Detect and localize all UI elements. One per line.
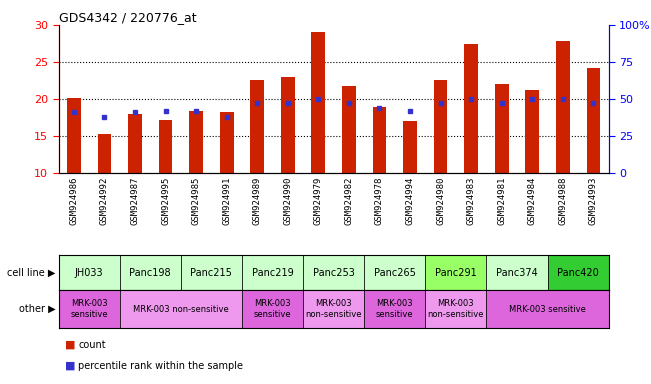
Text: GSM924990: GSM924990: [283, 177, 292, 225]
Text: GSM924988: GSM924988: [559, 177, 567, 225]
Text: cell line ▶: cell line ▶: [7, 268, 55, 278]
Text: GSM924987: GSM924987: [130, 177, 139, 225]
Text: MRK-003
sensitive: MRK-003 sensitive: [254, 300, 292, 319]
Text: MRK-003 sensitive: MRK-003 sensitive: [509, 305, 586, 314]
Bar: [159, 120, 173, 173]
Text: count: count: [78, 340, 105, 350]
Bar: [220, 112, 234, 173]
Text: GSM924989: GSM924989: [253, 177, 262, 225]
Bar: [98, 134, 111, 173]
Text: other ▶: other ▶: [19, 304, 55, 314]
Text: Panc265: Panc265: [374, 268, 416, 278]
Bar: [242, 255, 303, 290]
Text: MRK-003
sensitive: MRK-003 sensitive: [70, 300, 108, 319]
Bar: [120, 255, 181, 290]
Text: GSM924978: GSM924978: [375, 177, 384, 225]
Bar: [281, 77, 295, 173]
Bar: [464, 44, 478, 173]
Text: Panc215: Panc215: [191, 268, 232, 278]
Bar: [372, 107, 386, 173]
Text: GSM924991: GSM924991: [222, 177, 231, 225]
Text: GSM924980: GSM924980: [436, 177, 445, 225]
Text: MRK-003
sensitive: MRK-003 sensitive: [376, 300, 413, 319]
Bar: [525, 90, 539, 173]
Bar: [181, 255, 242, 290]
Bar: [425, 255, 486, 290]
Text: GSM924982: GSM924982: [344, 177, 353, 225]
Text: Panc420: Panc420: [557, 268, 599, 278]
Bar: [547, 255, 609, 290]
Text: MRK-003
non-sensitive: MRK-003 non-sensitive: [305, 300, 362, 319]
Bar: [425, 290, 486, 328]
Text: GSM924986: GSM924986: [70, 177, 78, 225]
Text: ■: ■: [65, 361, 76, 371]
Bar: [556, 41, 570, 173]
Text: MRK-003
non-sensitive: MRK-003 non-sensitive: [428, 300, 484, 319]
Bar: [311, 32, 326, 173]
Text: JH033: JH033: [75, 268, 104, 278]
Text: GSM924994: GSM924994: [406, 177, 415, 225]
Text: GSM924981: GSM924981: [497, 177, 506, 225]
Bar: [67, 98, 81, 173]
Text: GSM924984: GSM924984: [528, 177, 537, 225]
Bar: [120, 290, 242, 328]
Bar: [495, 84, 508, 173]
Text: GSM924983: GSM924983: [467, 177, 476, 225]
Text: GSM924993: GSM924993: [589, 177, 598, 225]
Bar: [303, 255, 364, 290]
Bar: [303, 290, 364, 328]
Text: GSM924992: GSM924992: [100, 177, 109, 225]
Text: Panc374: Panc374: [496, 268, 538, 278]
Bar: [434, 80, 447, 173]
Text: MRK-003 non-sensitive: MRK-003 non-sensitive: [133, 305, 229, 314]
Text: Panc253: Panc253: [312, 268, 355, 278]
Text: GSM924979: GSM924979: [314, 177, 323, 225]
Bar: [342, 86, 356, 173]
Bar: [364, 255, 425, 290]
Bar: [364, 290, 425, 328]
Bar: [59, 255, 120, 290]
Text: GSM924985: GSM924985: [191, 177, 201, 225]
Bar: [59, 290, 120, 328]
Bar: [251, 80, 264, 173]
Bar: [486, 255, 547, 290]
Bar: [587, 68, 600, 173]
Text: Panc198: Panc198: [130, 268, 171, 278]
Text: percentile rank within the sample: percentile rank within the sample: [78, 361, 243, 371]
Bar: [189, 111, 203, 173]
Bar: [242, 290, 303, 328]
Bar: [486, 290, 609, 328]
Text: Panc291: Panc291: [435, 268, 477, 278]
Text: GSM924995: GSM924995: [161, 177, 170, 225]
Bar: [128, 114, 142, 173]
Bar: [403, 121, 417, 173]
Text: Panc219: Panc219: [252, 268, 294, 278]
Text: GDS4342 / 220776_at: GDS4342 / 220776_at: [59, 11, 196, 24]
Text: ■: ■: [65, 340, 76, 350]
